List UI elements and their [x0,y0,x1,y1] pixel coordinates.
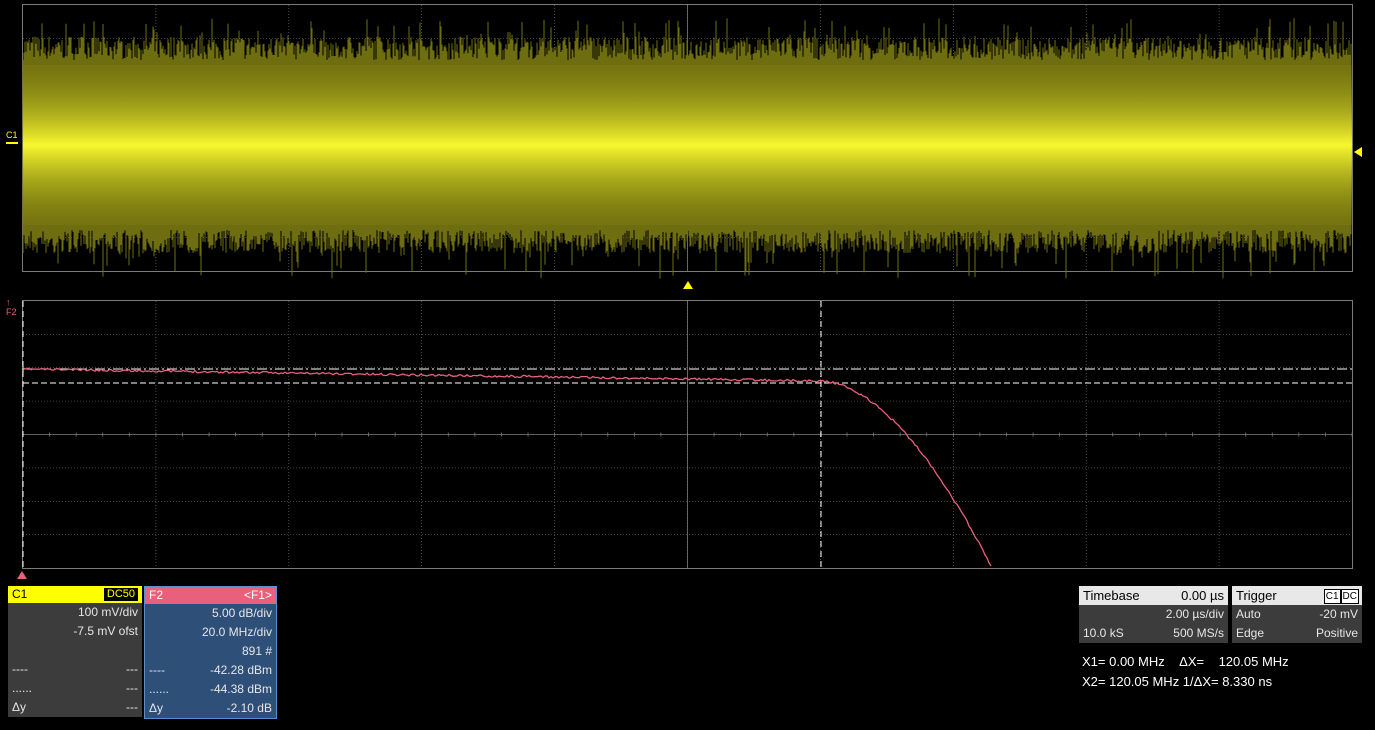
cursor-readout-line1: X1= 0.00 MHz ΔX= 120.05 MHz [1082,654,1289,669]
f2-math-grid[interactable]: ‹ [21,300,1353,569]
trigger-panel[interactable]: Trigger C1 DC Auto -20 mV Edge Positive [1232,586,1362,643]
trigger-level-icon[interactable] [1354,147,1362,157]
f2-name: F2 [149,588,164,602]
trigger-coupling: DC [1340,589,1359,604]
f2-hdiv: 20.0 MHz/div [201,625,272,639]
timebase-rate: 500 MS/s [1173,626,1224,640]
trigger-type: Edge [1236,626,1265,640]
c1-cursor2-value: --- [126,681,138,695]
timebase-samples: 10.0 kS [1083,626,1124,640]
f2-ground-marker[interactable]: ↑ F2 [6,297,17,318]
f2-delta-label: Δy [149,701,164,715]
c1-name: C1 [12,587,28,601]
timebase-header[interactable]: Timebase 0.00 µs [1079,586,1228,605]
cursor-readout: X1= 0.00 MHz ΔX= 120.05 MHz X2= 120.05 MH… [1082,652,1289,692]
c1-level-icon [6,142,18,144]
timebase-delay: 0.00 µs [1181,588,1224,603]
trigger-mode: Auto [1236,607,1261,621]
timebase-panel[interactable]: Timebase 0.00 µs 2.00 µs/div 10.0 kS 500 … [1079,586,1228,643]
trigger-label: Trigger [1236,588,1277,603]
f2-position-icon[interactable] [17,571,27,579]
trigger-source-badge: C1 DC [1323,589,1359,604]
c1-waveform-plot [22,5,1353,279]
f2-cursor1-value: -42.28 dBm [209,663,272,677]
c1-cursor1-value: --- [126,662,138,676]
f2-sweep-count: 891 # [241,644,272,658]
c1-offset: -7.5 mV ofst [73,624,138,638]
f2-delta-value: -2.10 dB [226,701,272,715]
c1-delta-value: --- [126,700,138,714]
c1-noise-core [23,65,1352,225]
trigger-slope: Positive [1315,626,1358,640]
c1-cursor1-label: ---- [12,662,28,676]
trigger-level: -20 mV [1319,607,1358,621]
f2-vdiv: 5.00 dB/div [211,606,272,620]
f2-descriptor-panel[interactable]: F2 <F1> 5.00 dB/div 20.0 MHz/div 891 # -… [144,586,277,719]
trigger-position-icon[interactable] [683,281,693,289]
c1-panel-header[interactable]: C1 DC50 [8,586,142,603]
cursor-readout-line2: X2= 120.05 MHz 1/ΔX= 8.330 ns [1082,674,1273,689]
c1-ground-marker[interactable]: C1 [6,130,18,144]
f2-cursor2-value: -44.38 dBm [209,682,272,696]
timebase-tdiv: 2.00 µs/div [1165,607,1224,621]
f2-ref-arrow-icon: ‹ [21,364,25,375]
f2-cursor1-label: ---- [149,663,165,677]
f2-fft-trace [22,367,992,567]
c1-marker-label: C1 [6,130,18,140]
timebase-label: Timebase [1083,588,1140,603]
c1-delta-label: Δy [12,700,27,714]
f2-panel-header[interactable]: F2 <F1> [145,587,276,604]
f2-arrow-icon: ↑ [6,297,11,307]
f2-cursor2-label: ...... [149,682,170,696]
c1-cursor2-label: ...... [12,681,33,695]
c1-vdiv: 100 mV/div [77,605,138,619]
trigger-source: C1 [1323,589,1341,604]
f2-marker-label: F2 [6,307,17,317]
c1-coupling-badge: DC50 [103,588,138,601]
c1-descriptor-panel[interactable]: C1 DC50 100 mV/div -7.5 mV ofst ---- --- … [8,586,142,717]
f2-math-plot: ‹ [21,301,1353,568]
c1-waveform-grid[interactable] [22,4,1353,279]
f2-gridlines [22,301,1353,568]
trigger-header[interactable]: Trigger C1 DC [1232,586,1362,605]
f2-source: <F1> [243,588,272,602]
